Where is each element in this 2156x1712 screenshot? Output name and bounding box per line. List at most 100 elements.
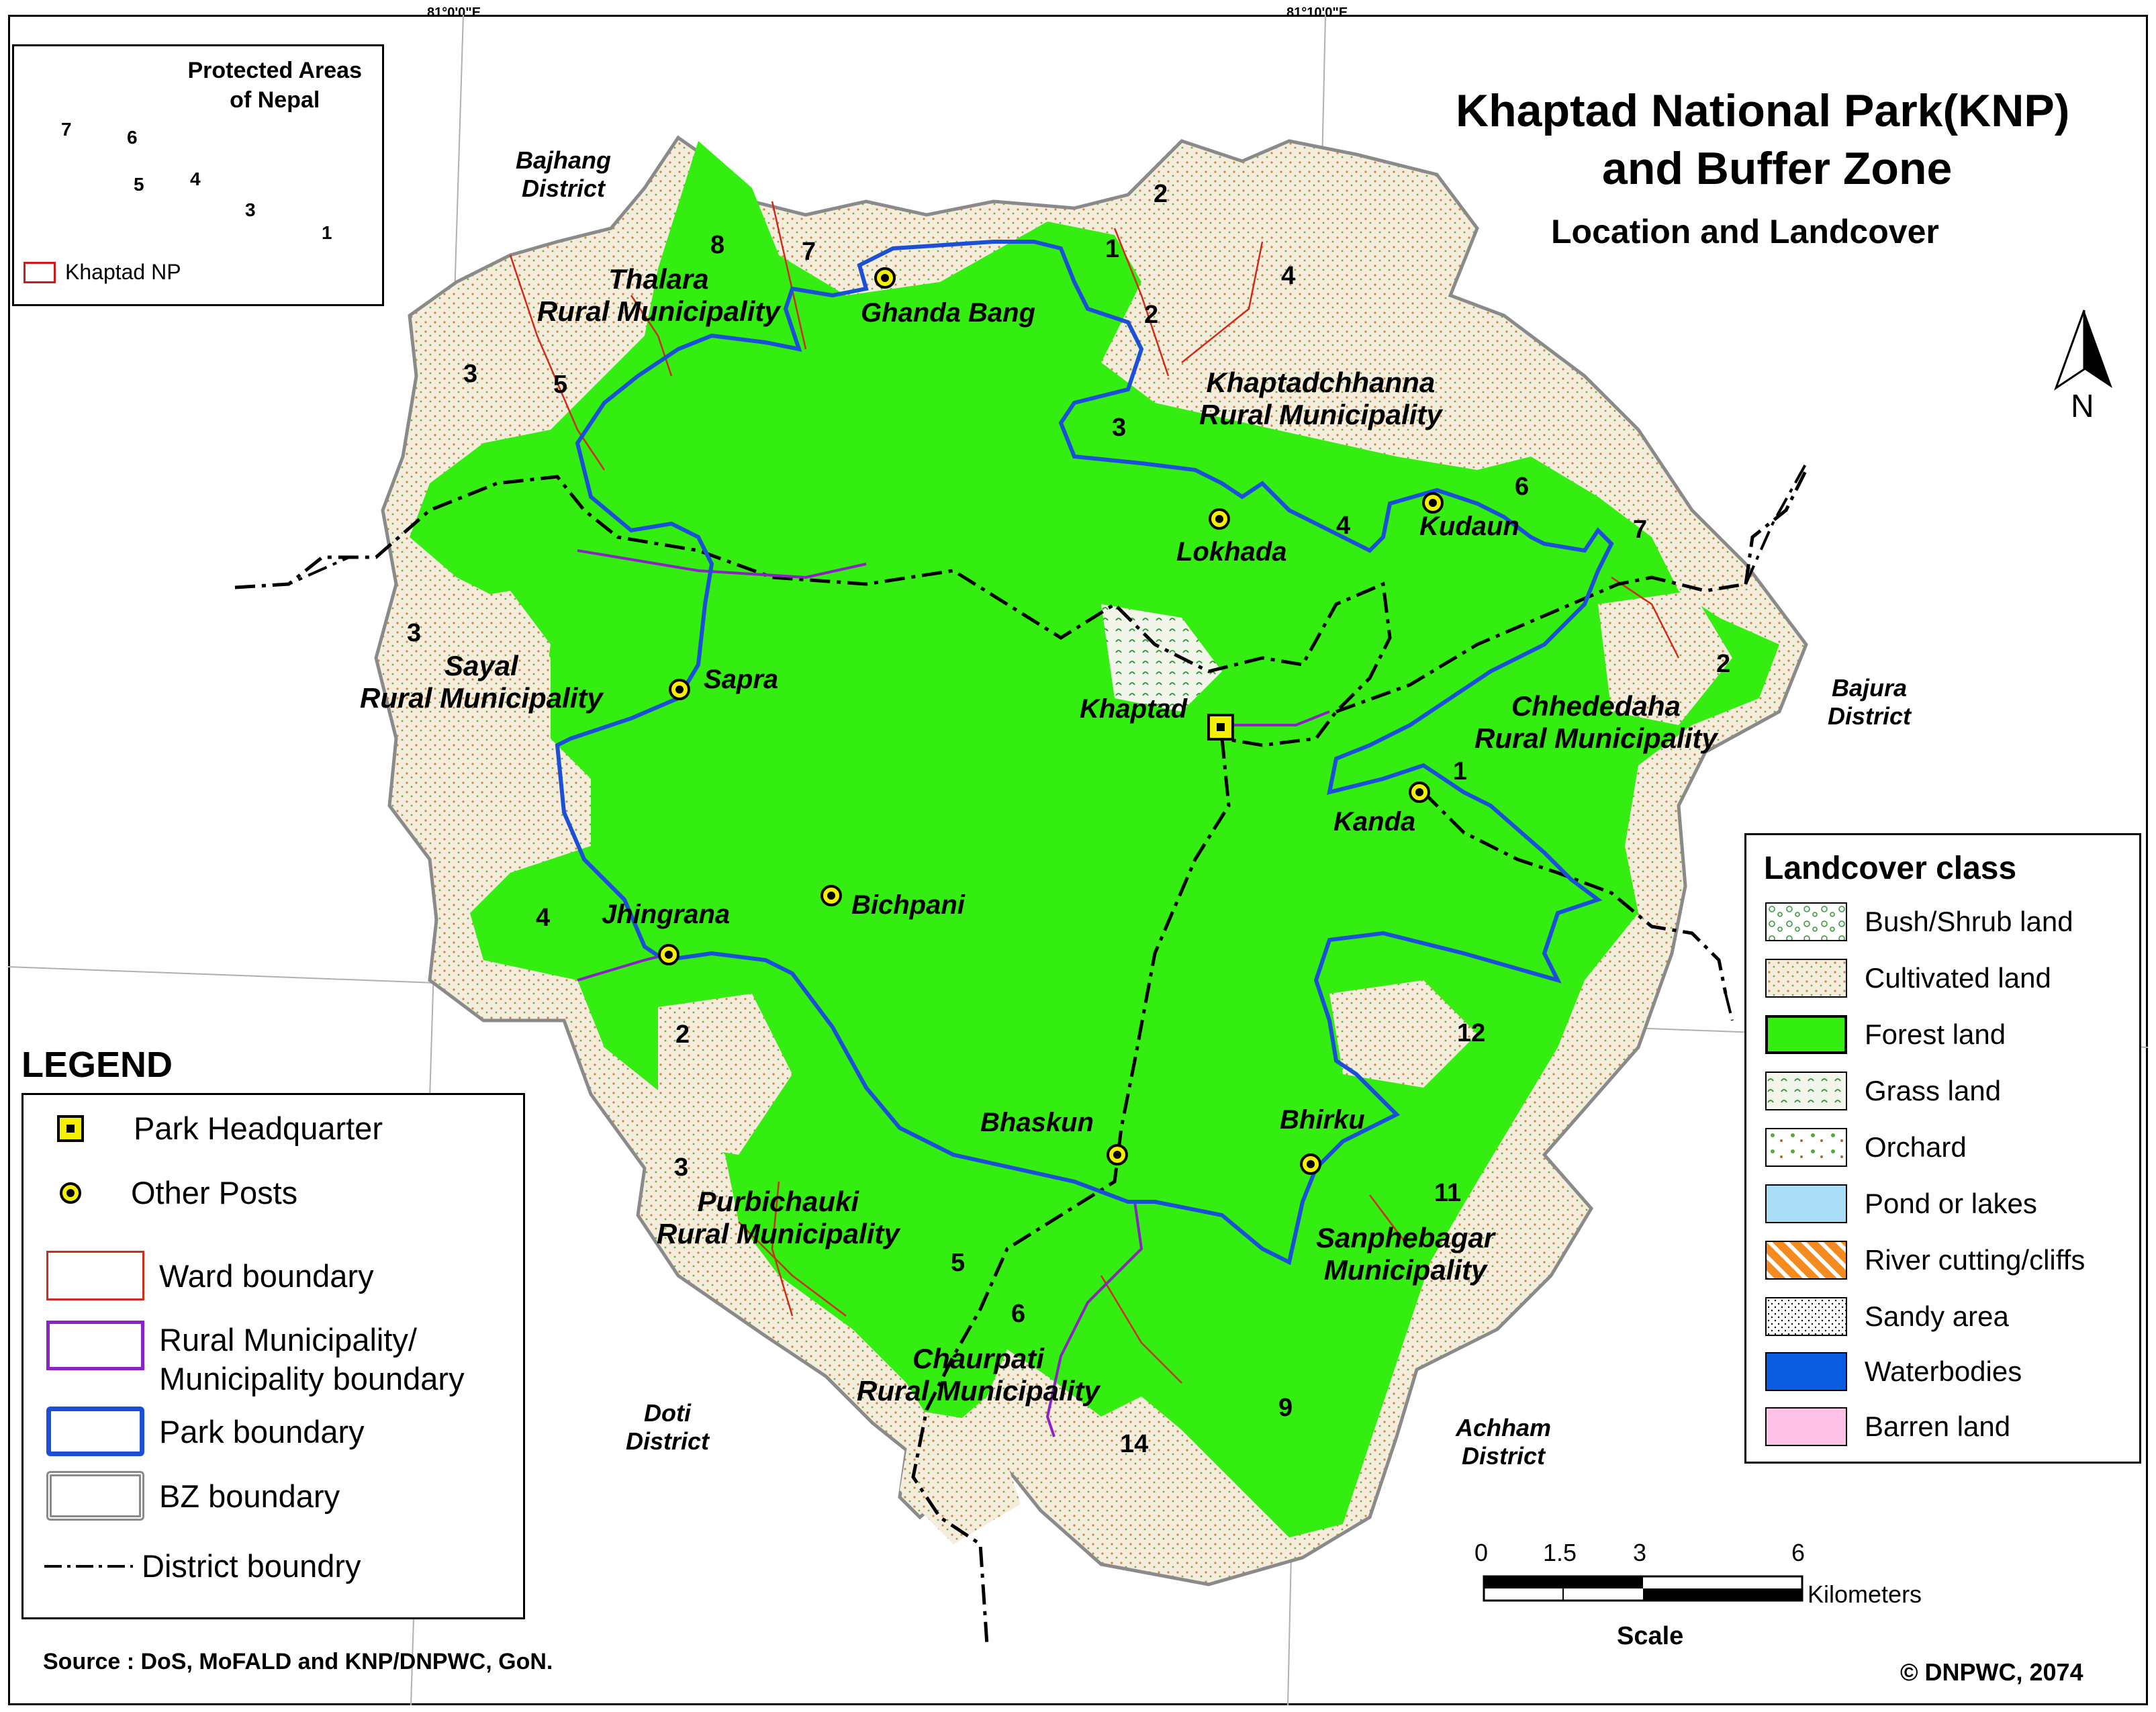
bush-swatch [1765, 902, 1847, 941]
ward-number: 7 [1633, 516, 1648, 544]
map-title: Khaptad National Park(KNP) [1456, 85, 2070, 136]
landcover-item: River cutting/cliffs [1765, 1241, 2085, 1280]
ward-number: 2 [1144, 301, 1159, 329]
landcover-legend: Landcover class Bush/Shrub land Cultivat… [1744, 833, 2141, 1464]
post-label-khaptad: Khaptad [1080, 694, 1187, 724]
cultivated-patch [658, 994, 792, 1155]
cultivated-patch [900, 1410, 1021, 1544]
ward-number: 1 [1453, 757, 1468, 786]
scale-tick: 3 [1633, 1539, 1647, 1566]
inset-number: 1 [322, 222, 332, 243]
inset-legend: Khaptad NP [24, 260, 181, 285]
post-marker[interactable] [658, 944, 679, 965]
khaptad-np-swatch [24, 261, 56, 283]
ward-number: 6 [1011, 1300, 1026, 1328]
copyright: © DNPWC, 2074 [1900, 1658, 2083, 1686]
legend-item-ward-boundary: Ward boundary [24, 1251, 374, 1300]
post-label-jhingrana: Jhingrana [602, 900, 731, 929]
municipality-chaurpati: Chaurpati Rural Municipality [857, 1343, 1100, 1407]
post-marker[interactable] [669, 679, 690, 700]
inset-number: 6 [127, 127, 138, 148]
map-title-line2: and Buffer Zone [1602, 143, 1953, 194]
district-boundary-swatch [38, 1563, 139, 1570]
inset-number: 5 [134, 174, 144, 195]
park-headquarter-marker[interactable] [1207, 714, 1234, 741]
ward-number: 3 [407, 619, 422, 647]
park-hq-icon [24, 1114, 118, 1143]
inset-number: 7 [61, 119, 72, 140]
municipality-sayal: Sayal Rural Municipality [360, 650, 603, 714]
ward-number: 1 [1105, 235, 1120, 263]
longitude-label-left: 81°0'0"E [427, 5, 481, 20]
post-marker[interactable] [1300, 1153, 1321, 1175]
rm-boundary-swatch [38, 1321, 152, 1370]
ward-number: 5 [553, 371, 568, 399]
inset-number: 4 [190, 169, 201, 189]
ward-number: 3 [1112, 414, 1127, 442]
municipality-sanphebagar: Sanphebagar Municipality [1316, 1222, 1495, 1286]
landcover-item: Waterbodies [1765, 1352, 2022, 1391]
landcover-item: Orchard [1765, 1128, 1967, 1167]
post-marker[interactable] [874, 267, 896, 289]
ward-number: 2 [675, 1020, 690, 1049]
district-boundary [234, 469, 1808, 1646]
inset-number: 3 [245, 199, 256, 220]
district-achham: Achham District [1456, 1414, 1552, 1470]
legend-item-rm-boundary: Rural Municipality/Municipality boundary [24, 1321, 465, 1398]
scale-tick: 6 [1791, 1539, 1806, 1566]
district-bajura: Bajura District [1828, 674, 1912, 730]
ward-number: 9 [1278, 1394, 1293, 1422]
post-marker[interactable] [1409, 781, 1430, 803]
ward-number: 11 [1434, 1179, 1462, 1207]
post-marker[interactable] [1107, 1144, 1128, 1166]
post-label-ghanda-bang: Ghanda Bang [861, 298, 1036, 328]
park-boundary [555, 240, 1614, 1266]
post-label-bhirku: Bhirku [1280, 1105, 1365, 1135]
district-bajhang: Bajhang District [516, 146, 612, 202]
post-icon [24, 1180, 118, 1206]
map-subtitle: Location and Landcover [1551, 213, 1939, 250]
ward-number: 5 [951, 1249, 966, 1277]
post-marker[interactable] [1422, 492, 1444, 514]
ward-number: 6 [1515, 473, 1530, 501]
scale-bar [1483, 1575, 1803, 1602]
landcover-item: Cultivated land [1765, 959, 2051, 998]
cultivated-swatch [1765, 959, 1847, 998]
municipality-khaptadchhanna: Khaptadchhanna Rural Municipality [1199, 367, 1442, 430]
landcover-title: Landcover class [1764, 851, 2017, 886]
orchard-swatch [1765, 1128, 1847, 1167]
ward-number: 2 [1716, 650, 1731, 678]
cultivated-patch [497, 242, 645, 363]
legend-item-bz-boundary: BZ boundary [24, 1471, 340, 1521]
cultivated-patch [430, 591, 551, 792]
municipality-thalara: Thalara Rural Municipality [537, 263, 780, 327]
grass-swatch [1765, 1072, 1847, 1110]
scale-tick: 1.5 [1543, 1539, 1577, 1566]
cultivated-patch [1329, 980, 1477, 1088]
ward-number: 7 [802, 238, 816, 266]
pond-swatch [1765, 1184, 1847, 1223]
post-marker[interactable] [1209, 508, 1230, 530]
post-label-kudaun: Kudaun [1419, 512, 1519, 541]
longitude-label-right: 81°10'0"E [1286, 5, 1348, 20]
landcover-item: Sandy area [1765, 1297, 2009, 1336]
inset-legend-label: Khaptad NP [65, 260, 181, 284]
ward-number: 4 [1281, 262, 1296, 290]
landcover-item: Bush/Shrub land [1765, 902, 2073, 941]
bz-boundary-swatch [38, 1471, 152, 1521]
source-note: Source : DoS, MoFALD and KNP/DNPWC, GoN. [43, 1649, 553, 1674]
cultivated-patch [1598, 591, 1732, 725]
ward-number: 4 [536, 904, 551, 932]
ward-number: 14 [1120, 1430, 1149, 1458]
legend-item-park-boundary: Park boundary [24, 1407, 365, 1456]
ward-number: 4 [1336, 512, 1351, 540]
post-marker[interactable] [821, 885, 842, 906]
post-label-kanda: Kanda [1333, 807, 1416, 837]
landcover-item: Grass land [1765, 1072, 2001, 1110]
district-doti: Doti District [626, 1399, 710, 1455]
district-boundary-ext [234, 463, 1808, 1021]
landcover-item: Pond or lakes [1765, 1184, 2037, 1223]
ward-boundaries [509, 201, 1680, 1384]
sandy-swatch [1765, 1297, 1847, 1336]
